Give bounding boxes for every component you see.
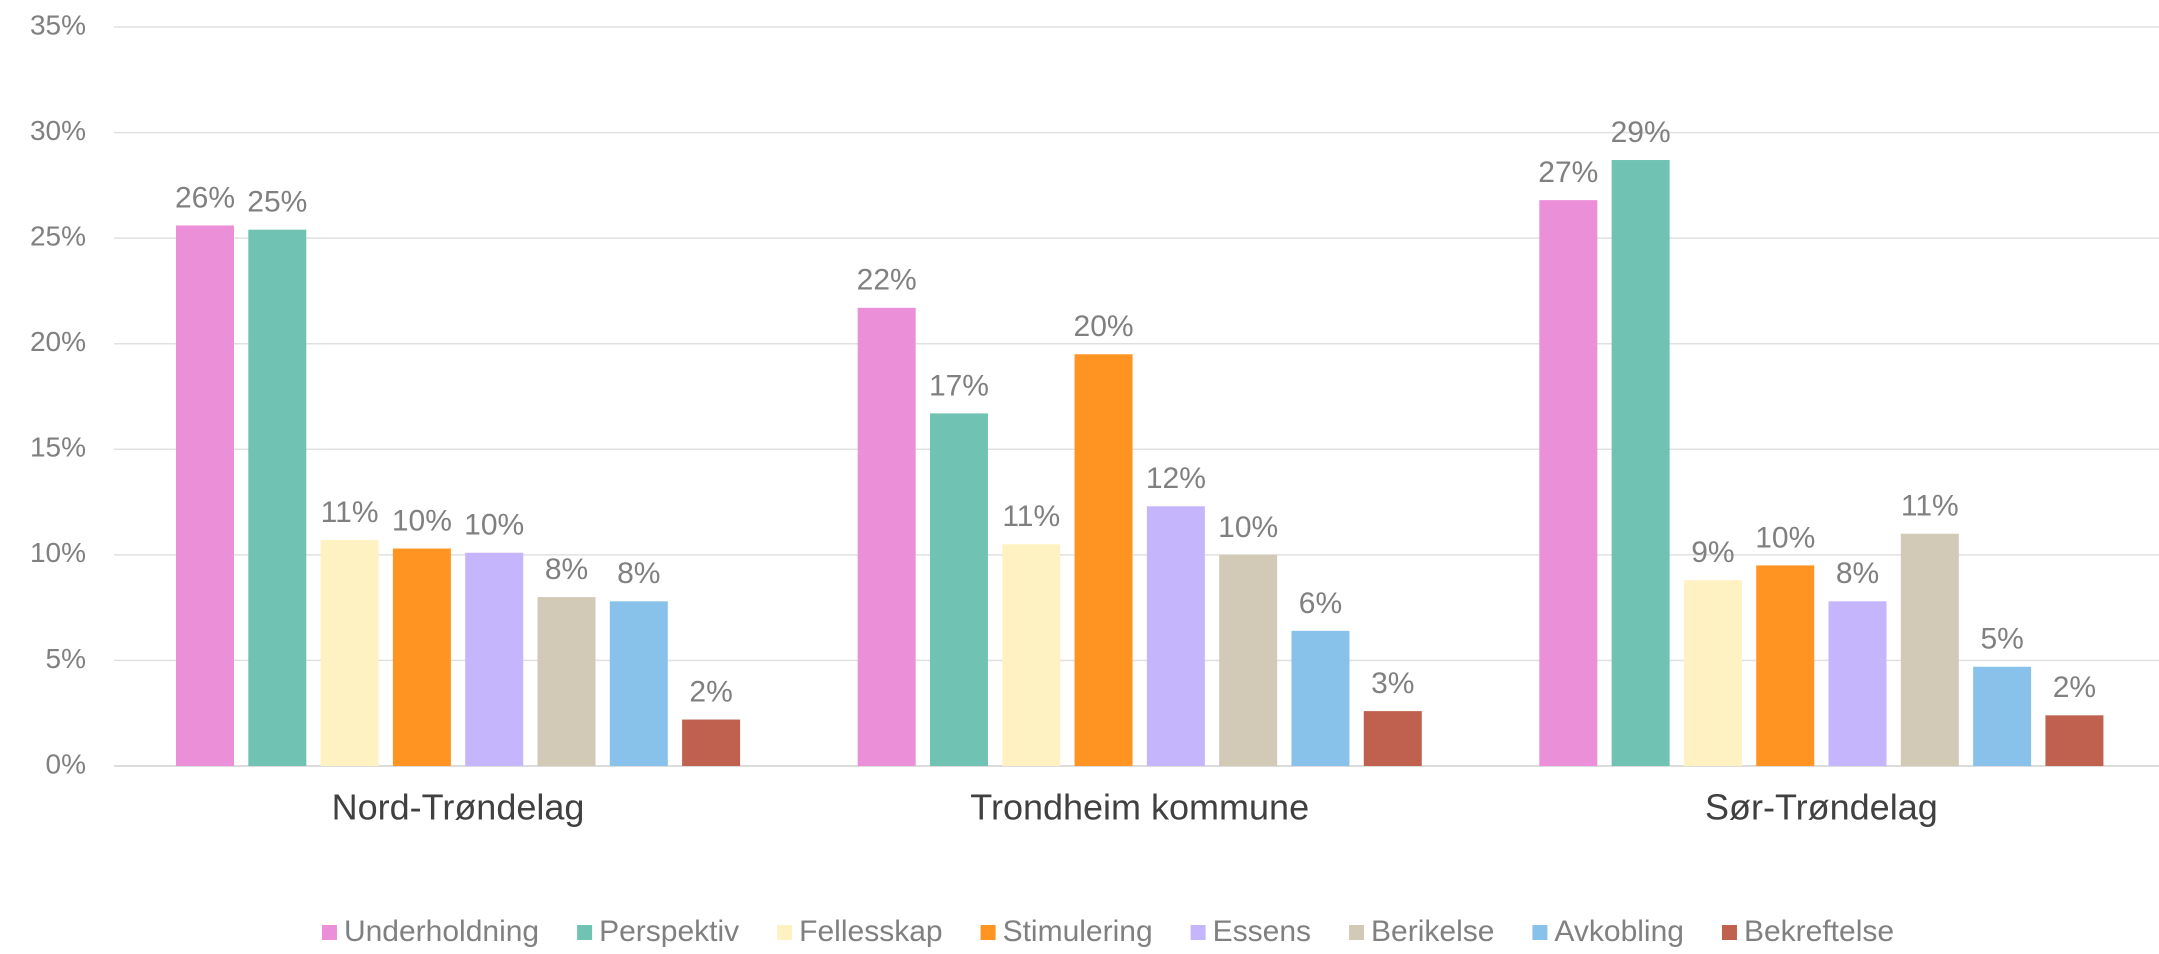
legend-swatch	[1349, 925, 1365, 940]
legend-label: Stimulering	[1003, 915, 1153, 948]
legend-swatch	[1721, 925, 1737, 940]
legend-swatch	[1532, 925, 1548, 940]
bar	[1611, 160, 1670, 766]
bar	[1146, 506, 1205, 766]
legend-label: Fellesskap	[799, 915, 942, 948]
bar	[1074, 354, 1133, 766]
legend-label: Avkobling	[1554, 915, 1684, 948]
data-label: 2%	[689, 675, 732, 708]
bar	[1828, 601, 1887, 766]
bar	[1900, 533, 1959, 766]
x-tick-label: Nord-Trøndelag	[332, 787, 585, 828]
data-label: 11%	[321, 496, 379, 529]
legend-swatch	[577, 925, 593, 940]
bar	[1363, 711, 1422, 766]
bar	[1973, 666, 2032, 766]
data-label: 26%	[175, 181, 235, 214]
data-label: 11%	[1901, 490, 1959, 523]
data-label: 10%	[464, 509, 524, 542]
bar	[857, 307, 916, 766]
bar	[609, 601, 668, 766]
legend-label: Bekreftelse	[1744, 915, 1894, 948]
bar	[176, 225, 234, 766]
data-label: 10%	[1218, 511, 1278, 544]
data-label: 11%	[1002, 500, 1060, 533]
bar	[1539, 200, 1598, 766]
bar	[248, 229, 307, 766]
data-label: 6%	[1299, 587, 1342, 620]
bar	[1291, 630, 1350, 766]
legend-label: Underholdning	[344, 915, 539, 948]
legend-label: Perspektiv	[599, 915, 739, 948]
legend-swatch	[1190, 925, 1206, 940]
legend-swatch	[980, 925, 996, 940]
legend-label: Essens	[1213, 915, 1311, 948]
data-label: 9%	[1691, 536, 1734, 569]
data-label: 8%	[1836, 557, 1879, 590]
data-label: 8%	[545, 553, 588, 586]
data-label: 10%	[392, 504, 452, 537]
data-label: 10%	[1755, 521, 1815, 554]
bar	[682, 719, 741, 766]
bar	[1219, 554, 1278, 766]
legend-swatch	[777, 925, 793, 940]
data-label: 3%	[1371, 667, 1414, 700]
data-label: 12%	[1146, 462, 1206, 495]
y-tick-label: 20%	[30, 326, 86, 357]
y-tick-label: 5%	[46, 643, 86, 674]
y-tick-label: 0%	[46, 748, 86, 779]
bar	[465, 552, 524, 766]
data-label: 20%	[1074, 310, 1134, 343]
y-tick-label: 35%	[30, 9, 86, 40]
data-label: 27%	[1538, 156, 1598, 189]
bar	[929, 413, 988, 766]
bar	[320, 540, 379, 766]
data-label: 22%	[857, 264, 917, 297]
bar	[537, 597, 596, 766]
bar	[1756, 565, 1815, 766]
y-tick-label: 25%	[30, 221, 86, 252]
bar	[1002, 544, 1061, 766]
data-label: 25%	[247, 186, 307, 219]
bar	[1683, 580, 1742, 766]
x-tick-label: Sør-Trøndelag	[1705, 787, 1938, 828]
bar	[2045, 715, 2104, 766]
data-label: 2%	[2053, 671, 2096, 704]
data-label: 29%	[1611, 116, 1671, 149]
legend-swatch	[321, 925, 337, 940]
y-tick-label: 15%	[30, 432, 86, 463]
data-label: 17%	[929, 369, 989, 402]
data-label: 5%	[1980, 623, 2023, 656]
y-tick-label: 30%	[30, 115, 86, 146]
y-tick-label: 10%	[30, 537, 86, 568]
x-tick-label: Trondheim kommune	[970, 787, 1309, 828]
bar	[392, 548, 451, 766]
legend-label: Berikelse	[1371, 915, 1494, 948]
data-label: 8%	[617, 557, 660, 590]
